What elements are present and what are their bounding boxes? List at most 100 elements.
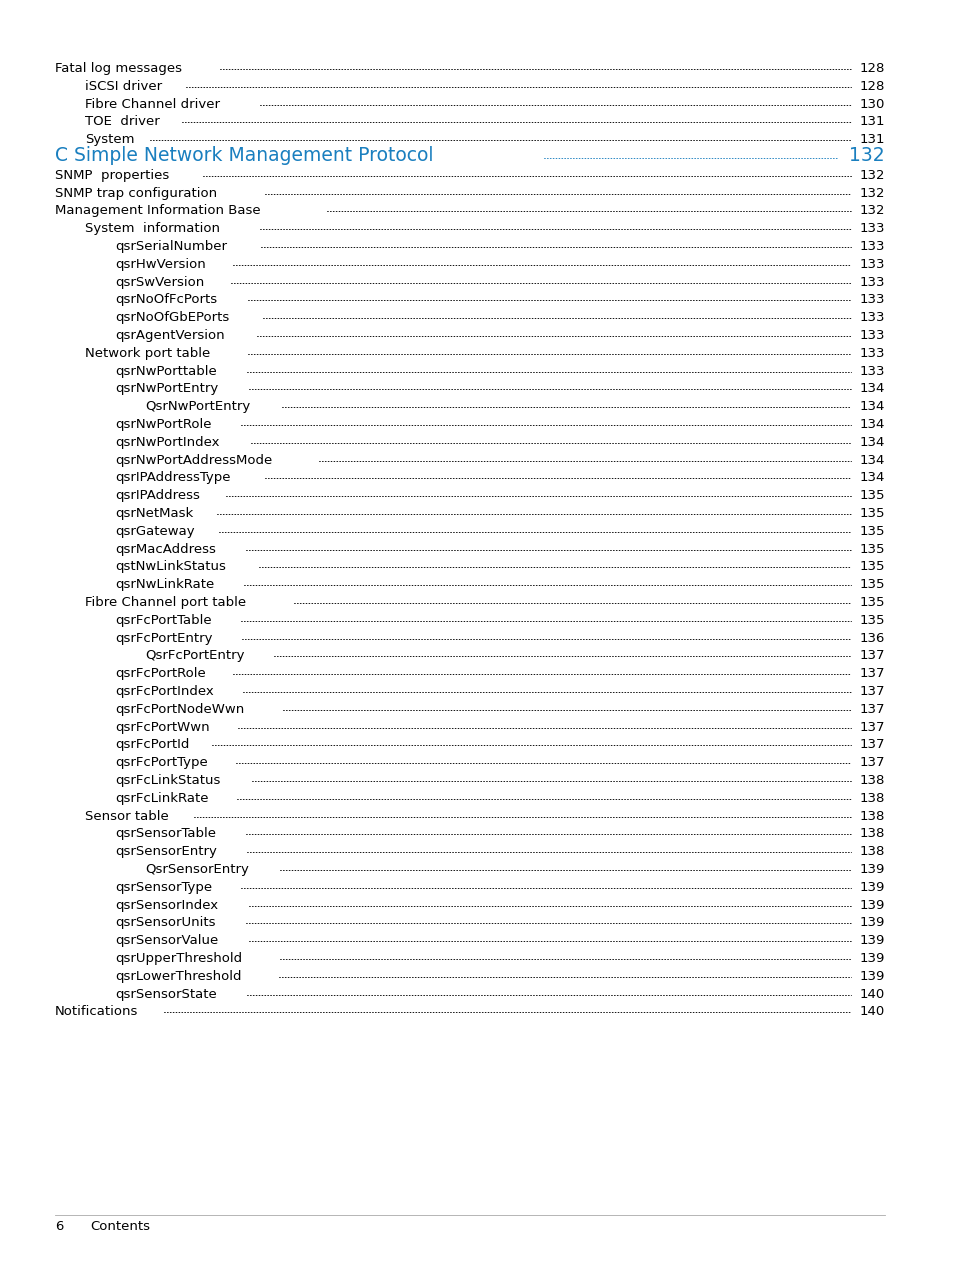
Text: 139: 139 [859,952,884,965]
Text: 132: 132 [859,187,884,200]
Text: qsrGateway: qsrGateway [115,525,194,538]
Text: qsrUpperThreshold: qsrUpperThreshold [115,952,242,965]
Text: 139: 139 [859,916,884,929]
Text: 134: 134 [859,436,884,449]
Text: 135: 135 [859,525,884,538]
Text: 140: 140 [859,988,884,1000]
Text: 133: 133 [859,311,884,324]
Text: 138: 138 [859,845,884,858]
Text: qsrSensorEntry: qsrSensorEntry [115,845,216,858]
Text: 135: 135 [859,561,884,573]
Text: 133: 133 [859,276,884,289]
Text: QsrSensorEntry: QsrSensorEntry [145,863,249,876]
Text: qsrHwVersion: qsrHwVersion [115,258,206,271]
Text: Fibre Channel port table: Fibre Channel port table [85,596,246,609]
Text: qsrNwPortAddressMode: qsrNwPortAddressMode [115,454,272,466]
Text: Fatal log messages: Fatal log messages [55,62,182,75]
Text: qsrNwPorttable: qsrNwPorttable [115,365,216,377]
Text: 132: 132 [848,146,884,165]
Text: qsrNwLinkRate: qsrNwLinkRate [115,578,214,591]
Text: qsrFcPortEntry: qsrFcPortEntry [115,632,213,644]
Text: 134: 134 [859,383,884,395]
Text: QsrNwPortEntry: QsrNwPortEntry [145,400,250,413]
Text: Contents: Contents [90,1220,150,1233]
Text: 138: 138 [859,792,884,805]
Text: 133: 133 [859,329,884,342]
Text: Notifications: Notifications [55,1005,138,1018]
Text: 132: 132 [859,205,884,217]
Text: System: System [85,133,134,146]
Text: qsrFcPortWwn: qsrFcPortWwn [115,721,210,733]
Text: qsrFcPortTable: qsrFcPortTable [115,614,212,627]
Text: TOE  driver: TOE driver [85,116,159,128]
Text: qsrSensorState: qsrSensorState [115,988,216,1000]
Text: qsrFcPortRole: qsrFcPortRole [115,667,206,680]
Text: qsrFcPortIndex: qsrFcPortIndex [115,685,213,698]
Text: qsrSensorTable: qsrSensorTable [115,827,215,840]
Text: 133: 133 [859,347,884,360]
Text: 137: 137 [859,685,884,698]
Text: 140: 140 [859,1005,884,1018]
Text: qsrFcLinkRate: qsrFcLinkRate [115,792,209,805]
Text: iSCSI driver: iSCSI driver [85,80,162,93]
Text: System  information: System information [85,222,220,235]
Text: qsrSwVersion: qsrSwVersion [115,276,204,289]
Text: Sensor table: Sensor table [85,810,169,822]
Text: 135: 135 [859,507,884,520]
Text: 131: 131 [859,133,884,146]
Text: qstNwLinkStatus: qstNwLinkStatus [115,561,226,573]
Text: Fibre Channel driver: Fibre Channel driver [85,98,220,111]
Text: qsrNwPortIndex: qsrNwPortIndex [115,436,219,449]
Text: qsrFcPortType: qsrFcPortType [115,756,208,769]
Text: qsrNwPortRole: qsrNwPortRole [115,418,212,431]
Text: 137: 137 [859,703,884,716]
Text: 135: 135 [859,489,884,502]
Text: 137: 137 [859,721,884,733]
Text: qsrSensorType: qsrSensorType [115,881,212,894]
Text: 139: 139 [859,970,884,982]
Text: 137: 137 [859,738,884,751]
Text: C Simple Network Management Protocol: C Simple Network Management Protocol [55,146,433,165]
Text: 135: 135 [859,596,884,609]
Text: 138: 138 [859,810,884,822]
Text: 133: 133 [859,365,884,377]
Text: 139: 139 [859,899,884,911]
Text: 137: 137 [859,756,884,769]
Text: qsrNetMask: qsrNetMask [115,507,193,520]
Text: 139: 139 [859,881,884,894]
Text: 134: 134 [859,454,884,466]
Text: 6: 6 [55,1220,63,1233]
Text: 136: 136 [859,632,884,644]
Text: 128: 128 [859,80,884,93]
Text: qsrFcPortNodeWwn: qsrFcPortNodeWwn [115,703,244,716]
Text: 134: 134 [859,400,884,413]
Text: qsrSensorIndex: qsrSensorIndex [115,899,218,911]
Text: qsrNoOfFcPorts: qsrNoOfFcPorts [115,294,217,306]
Text: 133: 133 [859,240,884,253]
Text: qsrFcLinkStatus: qsrFcLinkStatus [115,774,220,787]
Text: 133: 133 [859,258,884,271]
Text: 134: 134 [859,472,884,484]
Text: 132: 132 [859,169,884,182]
Text: qsrSensorUnits: qsrSensorUnits [115,916,215,929]
Text: 134: 134 [859,418,884,431]
Text: 139: 139 [859,863,884,876]
Text: qsrAgentVersion: qsrAgentVersion [115,329,224,342]
Text: 139: 139 [859,934,884,947]
Text: 138: 138 [859,827,884,840]
Text: qsrNoOfGbEPorts: qsrNoOfGbEPorts [115,311,229,324]
Text: qsrSensorValue: qsrSensorValue [115,934,218,947]
Text: 137: 137 [859,649,884,662]
Text: 138: 138 [859,774,884,787]
Text: QsrFcPortEntry: QsrFcPortEntry [145,649,244,662]
Text: 135: 135 [859,578,884,591]
Text: qsrSerialNumber: qsrSerialNumber [115,240,227,253]
Text: qsrMacAddress: qsrMacAddress [115,543,215,555]
Text: Management Information Base: Management Information Base [55,205,265,217]
Text: 137: 137 [859,667,884,680]
Text: 131: 131 [859,116,884,128]
Text: 135: 135 [859,543,884,555]
Text: SNMP trap configuration: SNMP trap configuration [55,187,217,200]
Text: SNMP  properties: SNMP properties [55,169,169,182]
Text: qsrNwPortEntry: qsrNwPortEntry [115,383,218,395]
